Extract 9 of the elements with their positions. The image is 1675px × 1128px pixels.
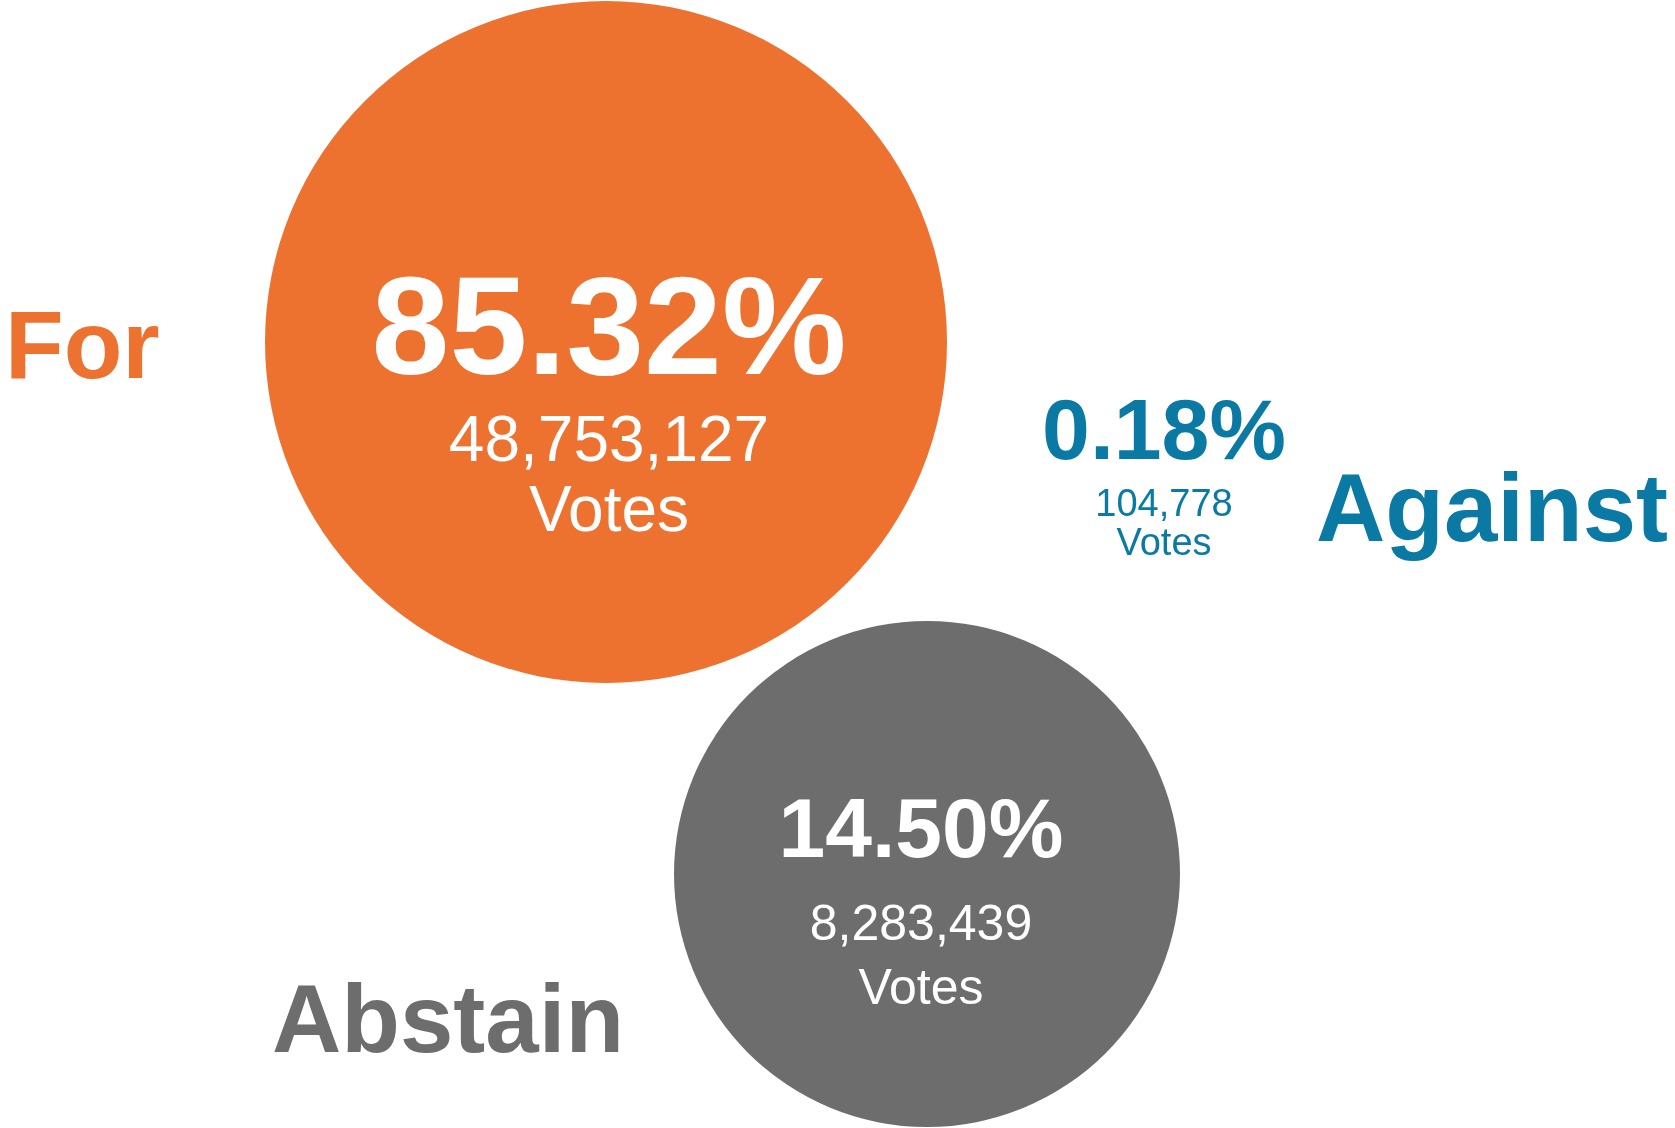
- category-label: Against: [1315, 454, 1668, 561]
- data-label: 104,778 Votes: [1095, 482, 1233, 563]
- data-label: 0.18%: [1042, 381, 1286, 477]
- data-label: 85.32%: [371, 247, 847, 404]
- data-label: 8,283,439 Votes: [809, 895, 1033, 1015]
- category-label: Abstain: [272, 965, 625, 1072]
- data-label: 14.50%: [778, 781, 1064, 875]
- data-label: 48,753,127 Votes: [448, 403, 770, 545]
- category-label: For: [5, 291, 160, 398]
